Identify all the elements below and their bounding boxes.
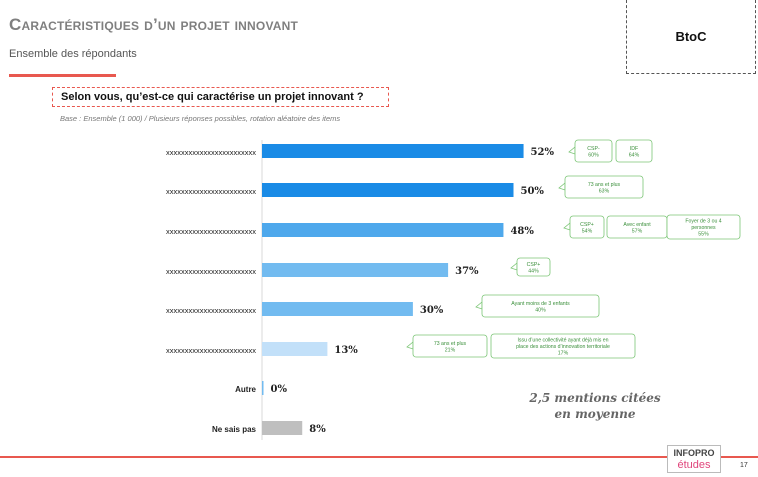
- question-box: Selon vous, qu’est-ce qui caractérise un…: [52, 87, 389, 107]
- callout-text: 44%: [528, 268, 539, 274]
- value-label: 8%: [309, 424, 326, 435]
- footer-line: [0, 456, 758, 458]
- callout-text: 57%: [632, 228, 643, 234]
- callout-pointer: [563, 222, 571, 231]
- category-label: xxxxxxxxxxxxxxxxxxxxxxxx: [166, 267, 256, 276]
- bar: [262, 223, 504, 237]
- callout-text: Ayant moins de 3 enfants: [511, 301, 570, 307]
- page-subtitle: Ensemble des répondants: [9, 48, 137, 60]
- callout-text: CSP+: [527, 262, 541, 268]
- segment-badge: BtoC: [626, 0, 756, 74]
- mentions-line-2: en moyenne: [554, 407, 636, 421]
- callout-text: 40%: [535, 307, 546, 313]
- callout-box: [481, 294, 600, 318]
- callout-box: [490, 333, 636, 359]
- callout-box: [615, 139, 653, 163]
- callout-text: 73 ans et plus: [434, 341, 467, 347]
- callout-text: Issu d’une collectivité ayant déjà mis e…: [517, 338, 608, 344]
- mentions-note: 2,5 mentions citées en moyenne: [525, 390, 665, 422]
- value-label: 13%: [334, 345, 358, 356]
- callout-text: CSP-: [587, 146, 600, 152]
- callout-pointer: [568, 146, 576, 155]
- callout-pointer: [558, 182, 566, 191]
- value-label: 52%: [531, 147, 555, 158]
- callout-pointer: [406, 341, 414, 350]
- infopro-logo: INFOPRO études: [667, 445, 721, 473]
- callout-box: [569, 215, 605, 239]
- callout-pointer: [475, 301, 483, 310]
- callout-text: IDF: [630, 146, 638, 152]
- callout-text: 54%: [582, 228, 593, 234]
- category-label: Autre: [235, 385, 256, 394]
- page-title: Caractéristiques d’un projet innovant: [9, 15, 299, 34]
- bar: [262, 302, 413, 316]
- callout-text: 63%: [599, 188, 610, 194]
- callout-box: [574, 139, 613, 163]
- callout-text: 73 ans et plus: [588, 182, 621, 188]
- bar: [262, 183, 514, 197]
- base-note: Base : Ensemble (1 000) / Plusieurs répo…: [60, 114, 341, 123]
- logo-line-1: INFOPRO: [673, 448, 715, 458]
- callout-text: personnes: [691, 225, 716, 231]
- callout-text: 17%: [558, 351, 569, 357]
- bar: [262, 381, 264, 395]
- callout-text: Avec enfant: [623, 222, 651, 228]
- category-label: xxxxxxxxxxxxxxxxxxxxxxxx: [166, 306, 256, 315]
- value-label: 37%: [455, 266, 479, 277]
- mentions-line-1: 2,5 mentions citées: [529, 391, 661, 405]
- callout-box: [666, 214, 741, 240]
- callout-text: place des actions d’innovation territori…: [516, 344, 610, 350]
- value-label: 0%: [271, 384, 288, 395]
- callout-text: 55%: [698, 232, 709, 238]
- category-label: xxxxxxxxxxxxxxxxxxxxxxxx: [166, 187, 256, 196]
- logo-line-2: études: [677, 459, 711, 471]
- callout-text: 21%: [445, 347, 456, 353]
- segment-label: BtoC: [675, 29, 707, 44]
- bar: [262, 421, 303, 435]
- category-label: Ne sais pas: [212, 425, 257, 434]
- bar: [262, 263, 449, 277]
- value-label: 50%: [521, 186, 545, 197]
- category-label: xxxxxxxxxxxxxxxxxxxxxxxx: [166, 346, 256, 355]
- callout-text: 64%: [629, 152, 640, 158]
- callout-text: CSP+: [580, 222, 594, 228]
- callout-box: [412, 334, 488, 358]
- callout-box: [564, 175, 644, 199]
- value-label: 30%: [420, 305, 444, 316]
- page-number: 17: [740, 462, 748, 469]
- callout-text: 60%: [588, 152, 599, 158]
- bar: [262, 144, 524, 158]
- title-accent-line: [9, 74, 116, 77]
- category-label: xxxxxxxxxxxxxxxxxxxxxxxx: [166, 148, 256, 157]
- callout-box: [516, 257, 551, 277]
- callout-text: Foyer de 3 ou 4: [685, 219, 721, 225]
- value-label: 48%: [510, 226, 534, 237]
- callout-pointer: [510, 262, 518, 271]
- bar: [262, 342, 328, 356]
- category-label: xxxxxxxxxxxxxxxxxxxxxxxx: [166, 227, 256, 236]
